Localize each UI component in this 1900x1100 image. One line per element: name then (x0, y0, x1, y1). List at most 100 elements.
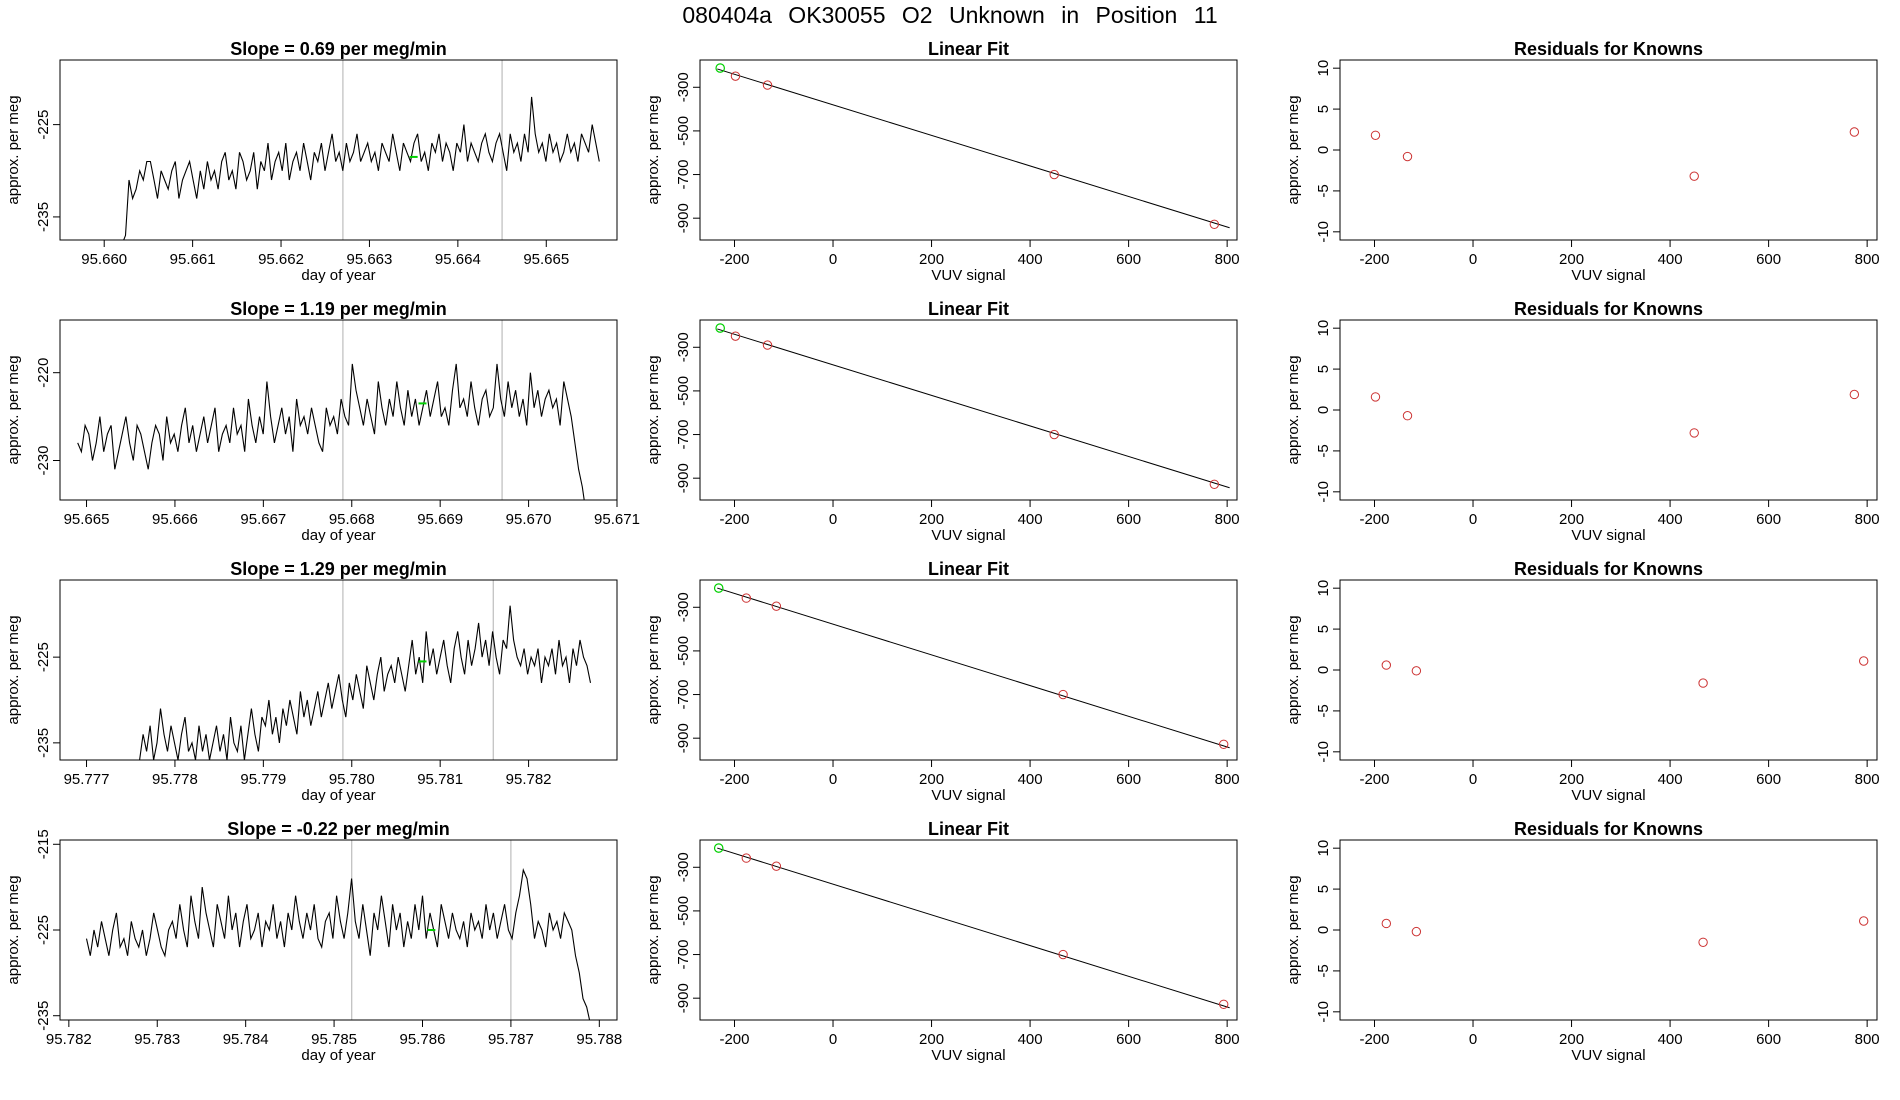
x-tick-label: -200 (1359, 771, 1389, 788)
x-tick-label: 0 (829, 511, 837, 528)
y-axis-label: approx. per meg (5, 875, 22, 984)
y-tick-label: -700 (675, 420, 692, 450)
x-tick-label: 400 (1658, 251, 1683, 268)
x-tick-label: 95.668 (329, 511, 375, 528)
known-point (1209, 219, 1220, 229)
x-tick-label: 800 (1855, 1031, 1880, 1048)
y-tick-label: -215 (35, 829, 52, 859)
known-point (1049, 169, 1059, 180)
known-point (1689, 171, 1699, 181)
plot-frame (59, 579, 618, 761)
x-tick-label: -200 (719, 1031, 749, 1048)
known-point (1849, 127, 1860, 137)
plot-area (1370, 389, 1860, 438)
x-tick-label: 95.778 (152, 771, 198, 788)
panel-r3-c3: Residuals for Knowns -200 0 200 400 600 800 10 5… (1285, 559, 1880, 804)
known-point (1698, 678, 1708, 688)
y-tick-label: -5 (1315, 964, 1332, 977)
known-point (1058, 689, 1068, 700)
x-axis-label: day of year (301, 787, 375, 804)
known-point (730, 331, 741, 341)
y-tick-label: -230 (35, 445, 52, 475)
x-tick-label: 95.784 (223, 1031, 269, 1048)
x-tick-label: 95.782 (46, 1031, 92, 1048)
panel-title: Residuals for Knowns (1514, 39, 1703, 59)
plot-area (1370, 127, 1860, 181)
x-tick-label: 95.665 (523, 251, 569, 268)
x-tick-label: 800 (1215, 771, 1240, 788)
known-point (1370, 392, 1381, 402)
known-point (771, 601, 782, 611)
known-point (1689, 428, 1699, 438)
y-tick-label: 10 (1315, 60, 1332, 77)
series-line (139, 605, 592, 760)
x-tick-label: 400 (1018, 1031, 1043, 1048)
panel-r2-c2: Linear Fit -200 0 200 400 600 800 -300 -500 -700 -… (645, 299, 1240, 544)
known-point (1858, 656, 1869, 666)
known-point (1218, 999, 1229, 1009)
x-tick-label: 800 (1215, 1031, 1240, 1048)
known-point (1218, 739, 1229, 749)
x-axis-label: day of year (301, 1047, 375, 1064)
known-point (1370, 130, 1381, 140)
panel-title: Slope = 0.69 per meg/min (230, 39, 447, 59)
x-tick-label: 95.661 (170, 251, 216, 268)
unknown-point (715, 323, 725, 333)
x-tick-label: 400 (1018, 251, 1043, 268)
x-tick-label: 95.779 (240, 771, 286, 788)
x-axis-label: VUV signal (931, 787, 1005, 804)
x-tick-label: 200 (1559, 771, 1584, 788)
y-tick-label: -235 (35, 202, 52, 232)
y-tick-label: -900 (675, 203, 692, 233)
x-tick-label: 200 (919, 1031, 944, 1048)
y-tick-label: -900 (675, 723, 692, 753)
y-axis-label: approx. per meg (5, 355, 22, 464)
plot-frame (1339, 319, 1878, 501)
y-tick-label: 0 (1315, 406, 1332, 414)
y-tick-label: -500 (675, 376, 692, 406)
plot-area (77, 320, 585, 500)
panel-r3-c1: Slope = 1.29 per meg/min 95.777 95.778 95.7… (5, 559, 618, 804)
y-axis-label: approx. per meg (1285, 355, 1302, 464)
plot-frame (699, 579, 1238, 761)
known-point (1058, 949, 1068, 960)
known-point (730, 71, 741, 81)
x-tick-label: 95.663 (346, 251, 392, 268)
panel-r1-c1: Slope = 0.69 per meg/min 95.660 95.661 95.6… (5, 39, 618, 284)
panel-title: Residuals for Knowns (1514, 819, 1703, 839)
known-point (1402, 411, 1413, 421)
known-point (1858, 916, 1869, 926)
y-tick-label: -900 (675, 983, 692, 1013)
x-tick-label: 95.662 (258, 251, 304, 268)
x-tick-label: 600 (1756, 251, 1781, 268)
x-tick-label: 200 (1559, 1031, 1584, 1048)
plot-frame (699, 59, 1238, 241)
x-tick-label: 95.664 (435, 251, 481, 268)
x-tick-label: 400 (1018, 771, 1043, 788)
panel-title: Linear Fit (928, 39, 1009, 59)
unknown-point (713, 843, 724, 853)
x-tick-label: 95.788 (576, 1031, 622, 1048)
x-tick-label: 95.785 (311, 1031, 357, 1048)
plot-frame (699, 319, 1238, 501)
x-tick-label: 95.783 (134, 1031, 180, 1048)
x-tick-label: 95.777 (64, 771, 110, 788)
x-tick-label: 95.670 (506, 511, 552, 528)
panel-title: Linear Fit (928, 299, 1009, 319)
fit-line (717, 328, 1230, 489)
x-tick-label: 800 (1855, 771, 1880, 788)
x-tick-label: -200 (719, 511, 749, 528)
x-tick-label: 95.787 (488, 1031, 534, 1048)
x-tick-label: 95.669 (417, 511, 463, 528)
panel-r1-c3: Residuals for Knowns -200 0 200 400 600 800 10 5… (1285, 39, 1880, 284)
y-tick-label: -10 (1315, 1001, 1332, 1023)
unknown-point (713, 583, 724, 593)
panel-title: Linear Fit (928, 819, 1009, 839)
x-axis-label: VUV signal (931, 1047, 1005, 1064)
x-axis-label: VUV signal (931, 267, 1005, 284)
x-tick-label: 200 (1559, 511, 1584, 528)
y-axis-label: approx. per meg (645, 95, 662, 204)
plot-frame (59, 59, 618, 241)
plot-area (713, 843, 1230, 1009)
